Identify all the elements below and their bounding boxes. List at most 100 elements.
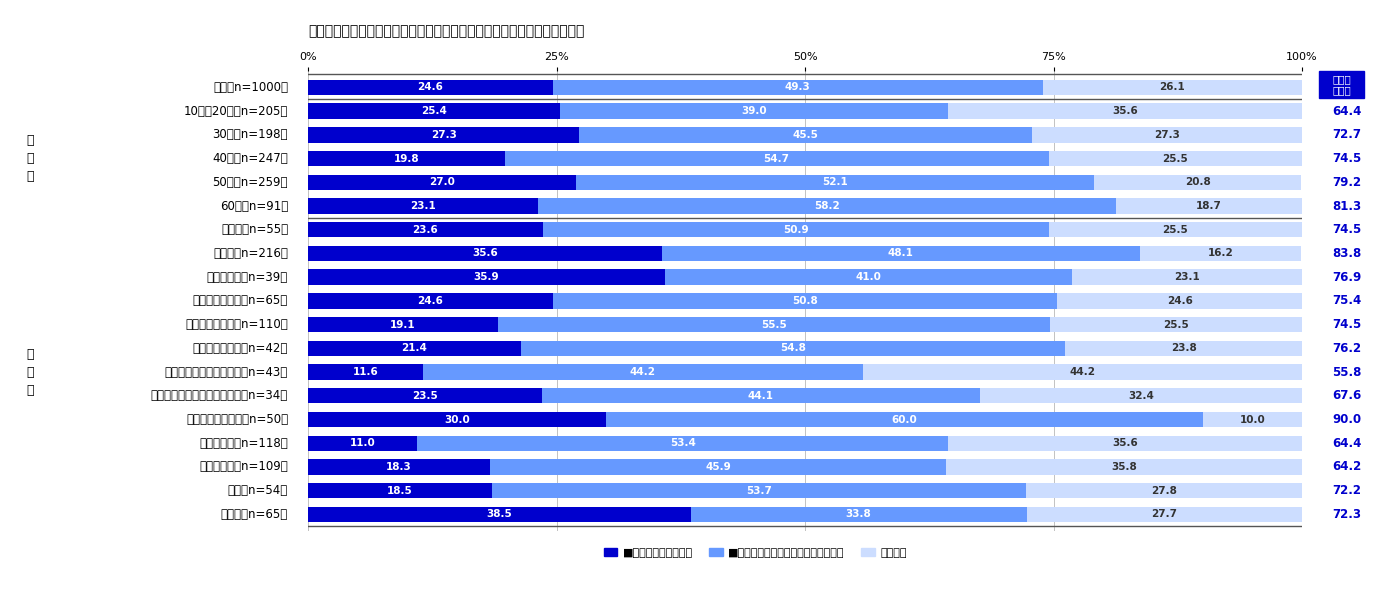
Text: 50.9: 50.9	[783, 225, 808, 235]
Text: 41.0: 41.0	[855, 272, 882, 282]
Text: 30.0: 30.0	[444, 415, 470, 425]
Bar	[498, 317, 1050, 332]
Text: 24.6: 24.6	[417, 83, 444, 93]
Bar	[1050, 317, 1303, 332]
Text: 25.4: 25.4	[421, 106, 447, 116]
Text: 45.5: 45.5	[792, 130, 819, 140]
Text: 26.1: 26.1	[1159, 83, 1186, 93]
Text: 20.8: 20.8	[1184, 177, 1211, 187]
Bar	[553, 293, 1057, 309]
Bar	[948, 435, 1302, 451]
Text: 18.5: 18.5	[386, 486, 413, 496]
Text: 76.9: 76.9	[1333, 271, 1361, 284]
Text: 18.7: 18.7	[1196, 201, 1222, 211]
Text: 45.9: 45.9	[706, 462, 731, 472]
Text: 23.8: 23.8	[1170, 343, 1197, 353]
Bar	[665, 270, 1072, 285]
Text: 53.4: 53.4	[669, 438, 696, 448]
Text: 48.1: 48.1	[888, 248, 914, 258]
Text: カーボンニュートラルについてどの程度知っているか　［単一回答形式］: カーボンニュートラルについてどの程度知っているか ［単一回答形式］	[308, 24, 584, 38]
Text: 35.6: 35.6	[472, 248, 498, 258]
Text: 72.7: 72.7	[1333, 129, 1361, 142]
Text: 74.5: 74.5	[1333, 152, 1361, 165]
Text: 情報通信業［n=39］: 情報通信業［n=39］	[207, 271, 288, 284]
Bar	[308, 293, 553, 309]
Text: 76.2: 76.2	[1333, 342, 1361, 355]
Text: 67.6: 67.6	[1333, 389, 1361, 402]
Bar	[308, 412, 606, 427]
Text: 73.9: 73.9	[1333, 81, 1361, 94]
Bar	[948, 103, 1302, 119]
Bar	[1203, 412, 1302, 427]
Bar	[980, 388, 1302, 404]
Bar	[560, 103, 948, 119]
Text: 52.1: 52.1	[822, 177, 848, 187]
Text: 39.0: 39.0	[742, 106, 767, 116]
Text: 建設業［n=55］: 建設業［n=55］	[221, 223, 288, 236]
Text: 23.1: 23.1	[1175, 272, 1200, 282]
Bar	[662, 246, 1140, 261]
Text: 23.5: 23.5	[412, 391, 438, 401]
Bar	[308, 340, 521, 356]
Text: 公務［n=54］: 公務［n=54］	[228, 484, 288, 497]
Text: 30代［n=198］: 30代［n=198］	[213, 129, 288, 142]
Bar	[1057, 293, 1302, 309]
Bar	[308, 103, 560, 119]
Text: 72.2: 72.2	[1333, 484, 1361, 497]
Text: 10代・20代［n=205］: 10代・20代［n=205］	[183, 104, 288, 117]
Bar	[308, 435, 417, 451]
Text: 64.4: 64.4	[1331, 437, 1361, 450]
Text: 44.1: 44.1	[748, 391, 774, 401]
Text: 27.7: 27.7	[1151, 509, 1177, 519]
Bar	[862, 365, 1302, 380]
Bar	[417, 435, 948, 451]
Bar	[308, 127, 580, 143]
Text: 50.8: 50.8	[792, 296, 818, 306]
Text: 35.9: 35.9	[473, 272, 500, 282]
Text: 38.5: 38.5	[486, 509, 512, 519]
Text: 19.8: 19.8	[393, 153, 419, 163]
Text: 79.2: 79.2	[1333, 176, 1361, 189]
Bar	[308, 151, 505, 166]
Bar	[1026, 483, 1302, 499]
Text: 23.1: 23.1	[410, 201, 435, 211]
Bar	[1116, 198, 1302, 214]
Text: 55.8: 55.8	[1331, 366, 1361, 379]
Bar	[308, 317, 498, 332]
Bar	[1072, 270, 1302, 285]
Text: 60.0: 60.0	[892, 415, 917, 425]
Text: 23.6: 23.6	[413, 225, 438, 235]
Text: 83.8: 83.8	[1333, 247, 1361, 260]
Text: 53.7: 53.7	[746, 486, 771, 496]
Text: 宿泊業、飲食サービス業［n=43］: 宿泊業、飲食サービス業［n=43］	[165, 366, 288, 379]
Text: 11.0: 11.0	[350, 438, 375, 448]
Text: 製造業［n=216］: 製造業［n=216］	[213, 247, 288, 260]
Bar	[308, 459, 490, 475]
Text: 16.2: 16.2	[1208, 248, 1233, 258]
Text: 業
種
別: 業 種 別	[27, 348, 34, 396]
Bar	[606, 412, 1203, 427]
Bar	[505, 151, 1049, 166]
Bar	[1049, 151, 1302, 166]
Text: 35.8: 35.8	[1112, 462, 1137, 472]
Bar	[580, 127, 1032, 143]
Text: 24.6: 24.6	[417, 296, 444, 306]
Bar	[308, 507, 690, 522]
Text: 27.0: 27.0	[430, 177, 455, 187]
Bar	[308, 270, 665, 285]
Bar	[1140, 246, 1301, 261]
Text: 27.3: 27.3	[431, 130, 456, 140]
Text: 54.7: 54.7	[763, 153, 790, 163]
Bar	[521, 340, 1065, 356]
Text: 49.3: 49.3	[784, 83, 811, 93]
Text: 全体［n=1000］: 全体［n=1000］	[213, 81, 288, 94]
Bar	[1032, 127, 1303, 143]
Text: 72.3: 72.3	[1333, 508, 1361, 521]
Text: 27.3: 27.3	[1155, 130, 1180, 140]
Text: その他［n=65］: その他［n=65］	[221, 508, 288, 521]
Bar	[308, 388, 542, 404]
Text: 運輸業、郵便業［n=65］: 運輸業、郵便業［n=65］	[193, 294, 288, 307]
Bar	[538, 198, 1116, 214]
Bar	[1049, 222, 1302, 237]
Bar	[1065, 340, 1302, 356]
